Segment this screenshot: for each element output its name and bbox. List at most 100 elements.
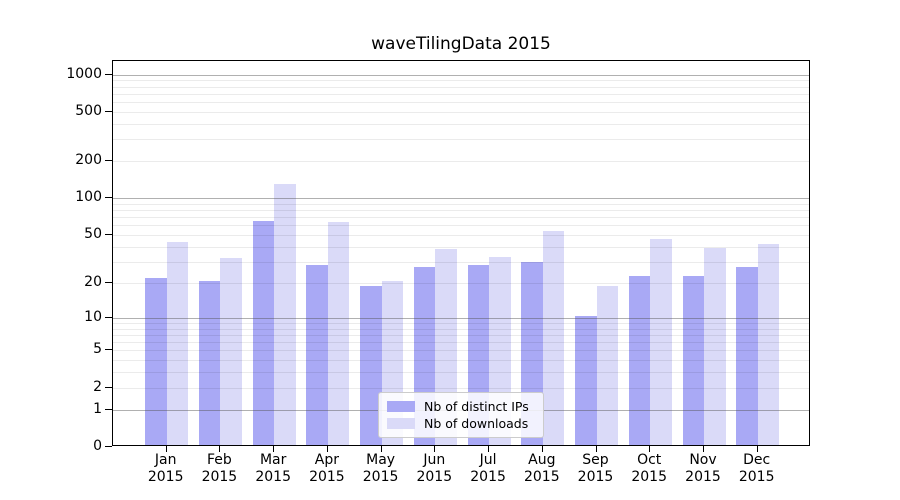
x-tick-mark xyxy=(380,446,382,452)
gridline-minor xyxy=(113,102,809,103)
y-tick-mark xyxy=(105,73,112,75)
gridline-minor xyxy=(113,360,809,362)
x-tick-month: Aug xyxy=(528,452,556,468)
legend-item-downloads: Nb of downloads xyxy=(387,416,535,431)
y-tick-label: 200 xyxy=(75,152,102,169)
gridline-minor xyxy=(113,139,809,141)
x-tick-mark xyxy=(649,446,651,452)
bar-distinct-ips xyxy=(252,220,275,445)
y-tick-mark xyxy=(105,197,112,199)
gridline-minor xyxy=(113,203,809,205)
gridline-minor xyxy=(113,80,809,82)
y-tick-mark xyxy=(105,281,112,283)
gridline-minor xyxy=(113,246,809,248)
x-tick-mark xyxy=(541,446,543,452)
bar-distinct-ips xyxy=(306,265,328,445)
x-tick-label: Mar 2015 xyxy=(241,452,305,486)
x-tick-year: 2015 xyxy=(738,469,775,485)
x-tick-year: 2015 xyxy=(255,469,291,485)
x-tick-month: Dec xyxy=(743,452,771,468)
bar-downloads xyxy=(704,247,726,445)
x-tick-year: 2015 xyxy=(577,469,614,485)
x-tick-mark xyxy=(488,446,490,452)
y-tick-label: 1000 xyxy=(66,65,102,82)
x-tick-year: 2015 xyxy=(470,469,506,485)
x-tick-year: 2015 xyxy=(147,469,184,485)
x-tick-mark xyxy=(326,446,328,452)
x-tick-year: 2015 xyxy=(523,469,560,485)
y-tick-mark xyxy=(105,446,112,447)
y-tick-mark xyxy=(105,408,112,410)
gridline-minor xyxy=(113,282,809,284)
gridline-minor xyxy=(113,342,809,344)
bar-downloads xyxy=(166,242,189,445)
gridline-minor xyxy=(113,322,809,324)
bar-distinct-ips xyxy=(628,275,651,445)
bar-distinct-ips xyxy=(736,267,758,445)
legend-label-downloads: Nb of downloads xyxy=(424,416,529,431)
y-tick-label: 20 xyxy=(84,273,102,290)
x-tick-mark xyxy=(703,446,704,452)
gridline-major xyxy=(113,74,809,76)
x-tick-month: Jul xyxy=(479,452,497,468)
x-tick-label: Jan 2015 xyxy=(134,452,198,486)
bar-distinct-ips xyxy=(682,275,704,445)
bar-downloads xyxy=(596,286,618,445)
x-tick-month: Mar xyxy=(259,452,287,468)
gridline-minor xyxy=(113,161,809,163)
bar-distinct-ips xyxy=(198,280,221,445)
y-tick-label: 5 xyxy=(93,341,102,358)
gridline-minor xyxy=(113,93,809,95)
x-tick-label: Oct 2015 xyxy=(617,452,681,486)
x-tick-label: Jun 2015 xyxy=(402,452,466,486)
y-tick-mark xyxy=(105,160,112,162)
x-tick-mark xyxy=(434,446,436,452)
gridline-minor xyxy=(113,372,809,374)
legend-swatch-distinct-ips xyxy=(387,401,415,412)
gridline-minor xyxy=(113,123,809,125)
bar-downloads xyxy=(757,243,780,445)
x-tick-label: Apr 2015 xyxy=(295,452,359,486)
y-tick-mark xyxy=(105,386,112,388)
x-tick-year: 2015 xyxy=(685,469,721,485)
bar-distinct-ips xyxy=(575,315,597,445)
legend-label-distinct-ips: Nb of distinct IPs xyxy=(424,399,529,414)
gridline-minor xyxy=(113,261,809,263)
gridline-major xyxy=(113,198,809,200)
x-tick-month: Oct xyxy=(637,452,662,468)
y-tick-mark xyxy=(105,110,112,112)
bar-distinct-ips xyxy=(145,278,167,445)
bar-downloads xyxy=(220,258,242,445)
x-tick-label: Sep 2015 xyxy=(564,452,628,486)
y-tick-mark xyxy=(105,349,112,351)
x-tick-mark xyxy=(756,446,758,452)
x-tick-month: Jun xyxy=(423,452,446,468)
x-tick-label: Aug 2015 xyxy=(510,452,574,486)
x-tick-label: Dec 2015 xyxy=(725,452,789,486)
x-tick-month: May xyxy=(366,452,396,468)
x-tick-month: Nov xyxy=(689,452,717,468)
gridline-minor xyxy=(113,210,809,212)
gridline-minor xyxy=(113,350,809,352)
bar-downloads xyxy=(542,230,565,445)
legend-swatch-downloads xyxy=(387,418,415,429)
x-tick-mark xyxy=(273,446,275,452)
chart-title: waveTilingData 2015 xyxy=(371,34,551,54)
x-tick-year: 2015 xyxy=(309,469,345,485)
x-tick-month: Sep xyxy=(582,452,609,468)
gridline-minor xyxy=(113,225,809,227)
bar-downloads xyxy=(650,238,672,445)
legend: Nb of distinct IPs Nb of downloads xyxy=(378,392,544,438)
gridline-minor xyxy=(113,387,809,389)
y-tick-mark xyxy=(105,234,112,235)
x-tick-year: 2015 xyxy=(416,469,453,485)
x-tick-mark xyxy=(219,446,221,452)
y-tick-label: 50 xyxy=(84,226,102,242)
x-tick-label: May 2015 xyxy=(349,452,413,486)
x-tick-year: 2015 xyxy=(201,469,238,485)
x-tick-label: Jul 2015 xyxy=(456,452,520,486)
plot-area xyxy=(112,60,810,446)
legend-item-distinct-ips: Nb of distinct IPs xyxy=(387,399,535,414)
x-tick-mark xyxy=(595,446,597,452)
